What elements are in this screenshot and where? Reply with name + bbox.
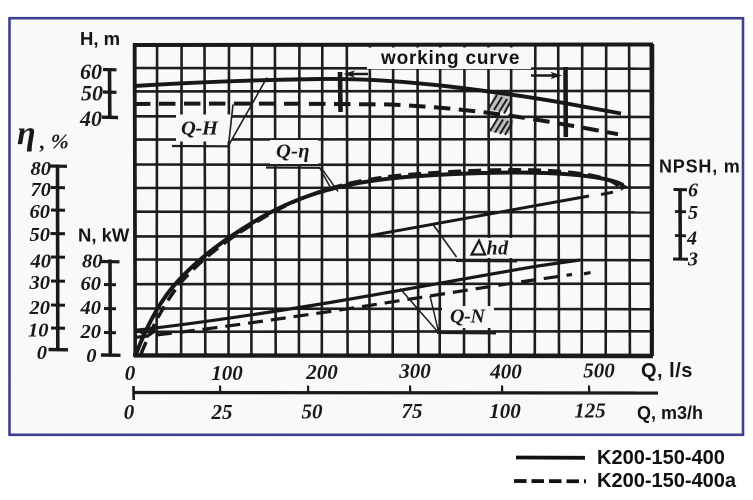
svg-text:K200-150-400: K200-150-400 [597, 447, 725, 469]
svg-text:K200-150-400a: K200-150-400a [597, 470, 737, 492]
